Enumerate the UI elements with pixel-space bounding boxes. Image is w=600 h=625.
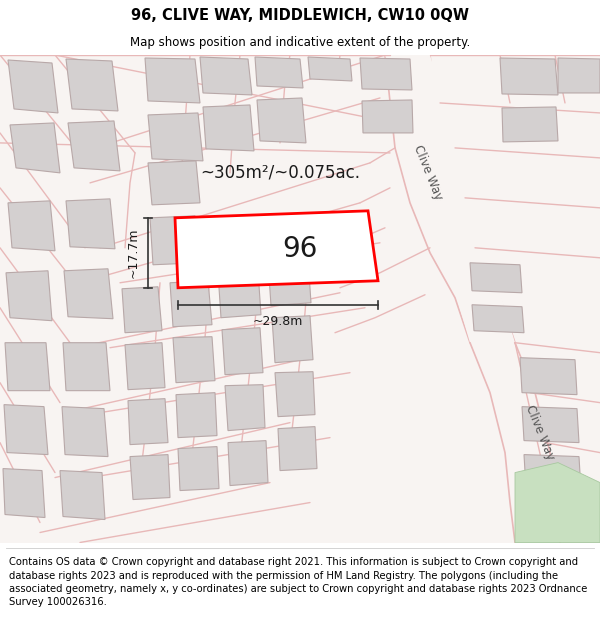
Polygon shape — [362, 100, 413, 133]
Text: ~29.8m: ~29.8m — [253, 315, 303, 328]
Polygon shape — [272, 316, 313, 362]
Polygon shape — [502, 107, 558, 142]
Polygon shape — [175, 211, 378, 288]
Polygon shape — [385, 55, 515, 343]
Polygon shape — [5, 342, 50, 391]
Polygon shape — [145, 58, 200, 103]
Polygon shape — [125, 342, 165, 389]
Polygon shape — [278, 427, 317, 471]
Polygon shape — [308, 57, 352, 81]
Polygon shape — [130, 454, 170, 499]
Polygon shape — [8, 201, 55, 251]
Polygon shape — [275, 372, 315, 417]
Polygon shape — [60, 471, 105, 519]
Polygon shape — [360, 58, 412, 90]
Text: Clive Way: Clive Way — [411, 144, 445, 202]
Polygon shape — [228, 441, 268, 486]
Polygon shape — [6, 271, 52, 321]
Polygon shape — [558, 58, 600, 93]
Text: Map shows position and indicative extent of the property.: Map shows position and indicative extent… — [130, 36, 470, 49]
Polygon shape — [66, 199, 115, 249]
Polygon shape — [122, 287, 162, 332]
Polygon shape — [268, 259, 311, 306]
Polygon shape — [472, 305, 524, 332]
Polygon shape — [257, 98, 306, 143]
Polygon shape — [3, 469, 45, 518]
Polygon shape — [200, 57, 252, 95]
Polygon shape — [4, 404, 48, 454]
Polygon shape — [170, 281, 212, 327]
Polygon shape — [150, 216, 198, 265]
Polygon shape — [500, 58, 558, 95]
Polygon shape — [218, 271, 261, 318]
Polygon shape — [255, 57, 303, 88]
Polygon shape — [10, 123, 60, 173]
Polygon shape — [225, 384, 265, 431]
Polygon shape — [522, 407, 579, 442]
Polygon shape — [62, 407, 108, 457]
Polygon shape — [148, 113, 203, 161]
Polygon shape — [63, 342, 110, 391]
Text: 96, CLIVE WAY, MIDDLEWICH, CW10 0QW: 96, CLIVE WAY, MIDDLEWICH, CW10 0QW — [131, 8, 469, 23]
Polygon shape — [470, 262, 522, 292]
Polygon shape — [178, 447, 219, 491]
Text: Contains OS data © Crown copyright and database right 2021. This information is : Contains OS data © Crown copyright and d… — [9, 558, 587, 607]
Text: Clive Way: Clive Way — [523, 403, 557, 462]
Polygon shape — [128, 399, 168, 444]
Polygon shape — [176, 392, 217, 438]
Polygon shape — [68, 121, 120, 171]
Polygon shape — [173, 337, 215, 382]
Text: ~17.7m: ~17.7m — [127, 228, 140, 278]
Polygon shape — [520, 357, 577, 394]
Polygon shape — [148, 161, 200, 205]
Polygon shape — [515, 462, 600, 542]
Polygon shape — [8, 60, 58, 113]
Polygon shape — [66, 59, 118, 111]
Polygon shape — [203, 105, 254, 151]
Polygon shape — [524, 454, 581, 491]
Text: ~305m²/~0.075ac.: ~305m²/~0.075ac. — [200, 164, 360, 182]
Text: 96: 96 — [282, 235, 317, 263]
Polygon shape — [222, 328, 263, 374]
Polygon shape — [64, 269, 113, 319]
